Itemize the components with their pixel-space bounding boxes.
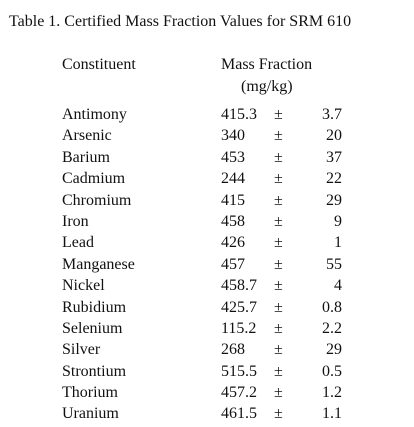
uncertainty-value: 22 — [326, 170, 342, 188]
plus-minus-sign: ± — [274, 384, 283, 402]
uncertainty-value: 20 — [326, 127, 342, 145]
table-body: Antimony 415.3 ± 3.7 Arsenic 340 ± 20 Ba… — [0, 106, 414, 427]
constituent-name: Selenium — [62, 319, 123, 337]
table-row: Strontium 515.5 ± 0.5 — [0, 363, 414, 384]
mass-fraction-value: 115.2 — [221, 319, 257, 337]
constituent-name: Antimony — [62, 106, 127, 123]
constituent-name: Cadmium — [62, 170, 126, 188]
uncertainty-value: 37 — [326, 148, 342, 166]
table-row: Silver 268 ± 29 — [0, 341, 414, 362]
mass-fraction-value: 340 — [221, 127, 245, 145]
mass-fraction-value: 415.3 — [221, 106, 257, 123]
plus-minus-sign: ± — [274, 277, 283, 295]
uncertainty-value: 1.1 — [322, 405, 342, 423]
constituent-name: Uranium — [62, 405, 119, 423]
table-title: Table 1. Certified Mass Fraction Values … — [9, 13, 352, 30]
uncertainty-value: 55 — [326, 255, 342, 273]
constituent-name: Chromium — [62, 191, 132, 209]
column-header-mass-fraction: Mass Fraction — [221, 56, 313, 73]
mass-fraction-value: 268 — [221, 341, 245, 359]
constituent-name: Lead — [62, 234, 94, 252]
mass-fraction-value: 457.2 — [221, 384, 257, 402]
plus-minus-sign: ± — [274, 298, 283, 316]
uncertainty-value: 29 — [326, 341, 342, 359]
mass-fraction-value: 458 — [221, 212, 245, 230]
table-row: Cadmium 244 ± 22 — [0, 170, 414, 191]
constituent-name: Manganese — [62, 255, 135, 273]
plus-minus-sign: ± — [274, 234, 283, 252]
column-header-unit: (mg/kg) — [241, 78, 293, 95]
plus-minus-sign: ± — [274, 341, 283, 359]
constituent-name: Barium — [62, 148, 110, 166]
uncertainty-value: 1.2 — [322, 384, 342, 402]
uncertainty-value: 3.7 — [322, 106, 342, 123]
plus-minus-sign: ± — [274, 127, 283, 145]
plus-minus-sign: ± — [274, 191, 283, 209]
constituent-name: Thorium — [62, 384, 118, 402]
uncertainty-value: 0.8 — [322, 298, 342, 316]
constituent-name: Silver — [62, 341, 101, 359]
constituent-name: Strontium — [62, 362, 127, 380]
uncertainty-value: 1 — [334, 234, 342, 252]
plus-minus-sign: ± — [274, 106, 283, 123]
mass-fraction-value: 415 — [221, 191, 245, 209]
plus-minus-sign: ± — [274, 319, 283, 337]
table-row: Lead 426 ± 1 — [0, 234, 414, 255]
table-row: Antimony 415.3 ± 3.7 — [0, 106, 414, 127]
table-row: Nickel 458.7 ± 4 — [0, 277, 414, 298]
uncertainty-value: 0.5 — [322, 362, 342, 380]
mass-fraction-value: 244 — [221, 170, 245, 188]
table-row: Uranium 461.5 ± 1.1 — [0, 405, 414, 426]
constituent-name: Rubidium — [62, 298, 127, 316]
plus-minus-sign: ± — [274, 212, 283, 230]
table-row: Thorium 457.2 ± 1.2 — [0, 384, 414, 405]
mass-fraction-value: 457 — [221, 255, 245, 273]
plus-minus-sign: ± — [274, 405, 283, 423]
mass-fraction-value: 453 — [221, 148, 245, 166]
table-row: Arsenic 340 ± 20 — [0, 127, 414, 148]
uncertainty-value: 4 — [334, 277, 342, 295]
mass-fraction-value: 515.5 — [221, 362, 257, 380]
mass-fraction-value: 458.7 — [221, 277, 257, 295]
uncertainty-value: 9 — [334, 212, 342, 230]
plus-minus-sign: ± — [274, 362, 283, 380]
mass-fraction-value: 461.5 — [221, 405, 257, 423]
constituent-name: Arsenic — [62, 127, 112, 145]
table-row: Iron 458 ± 9 — [0, 213, 414, 234]
constituent-name: Iron — [62, 212, 89, 230]
table-row: Chromium 415 ± 29 — [0, 192, 414, 213]
mass-fraction-value: 425.7 — [221, 298, 257, 316]
constituent-name: Nickel — [62, 277, 105, 295]
column-header-constituent: Constituent — [62, 56, 136, 73]
table-row: Barium 453 ± 37 — [0, 149, 414, 170]
table-row: Rubidium 425.7 ± 0.8 — [0, 299, 414, 320]
uncertainty-value: 2.2 — [322, 319, 342, 337]
plus-minus-sign: ± — [274, 255, 283, 273]
mass-fraction-value: 426 — [221, 234, 245, 252]
plus-minus-sign: ± — [274, 148, 283, 166]
uncertainty-value: 29 — [326, 191, 342, 209]
table-row: Selenium 115.2 ± 2.2 — [0, 320, 414, 341]
plus-minus-sign: ± — [274, 170, 283, 188]
table-row: Manganese 457 ± 55 — [0, 256, 414, 277]
